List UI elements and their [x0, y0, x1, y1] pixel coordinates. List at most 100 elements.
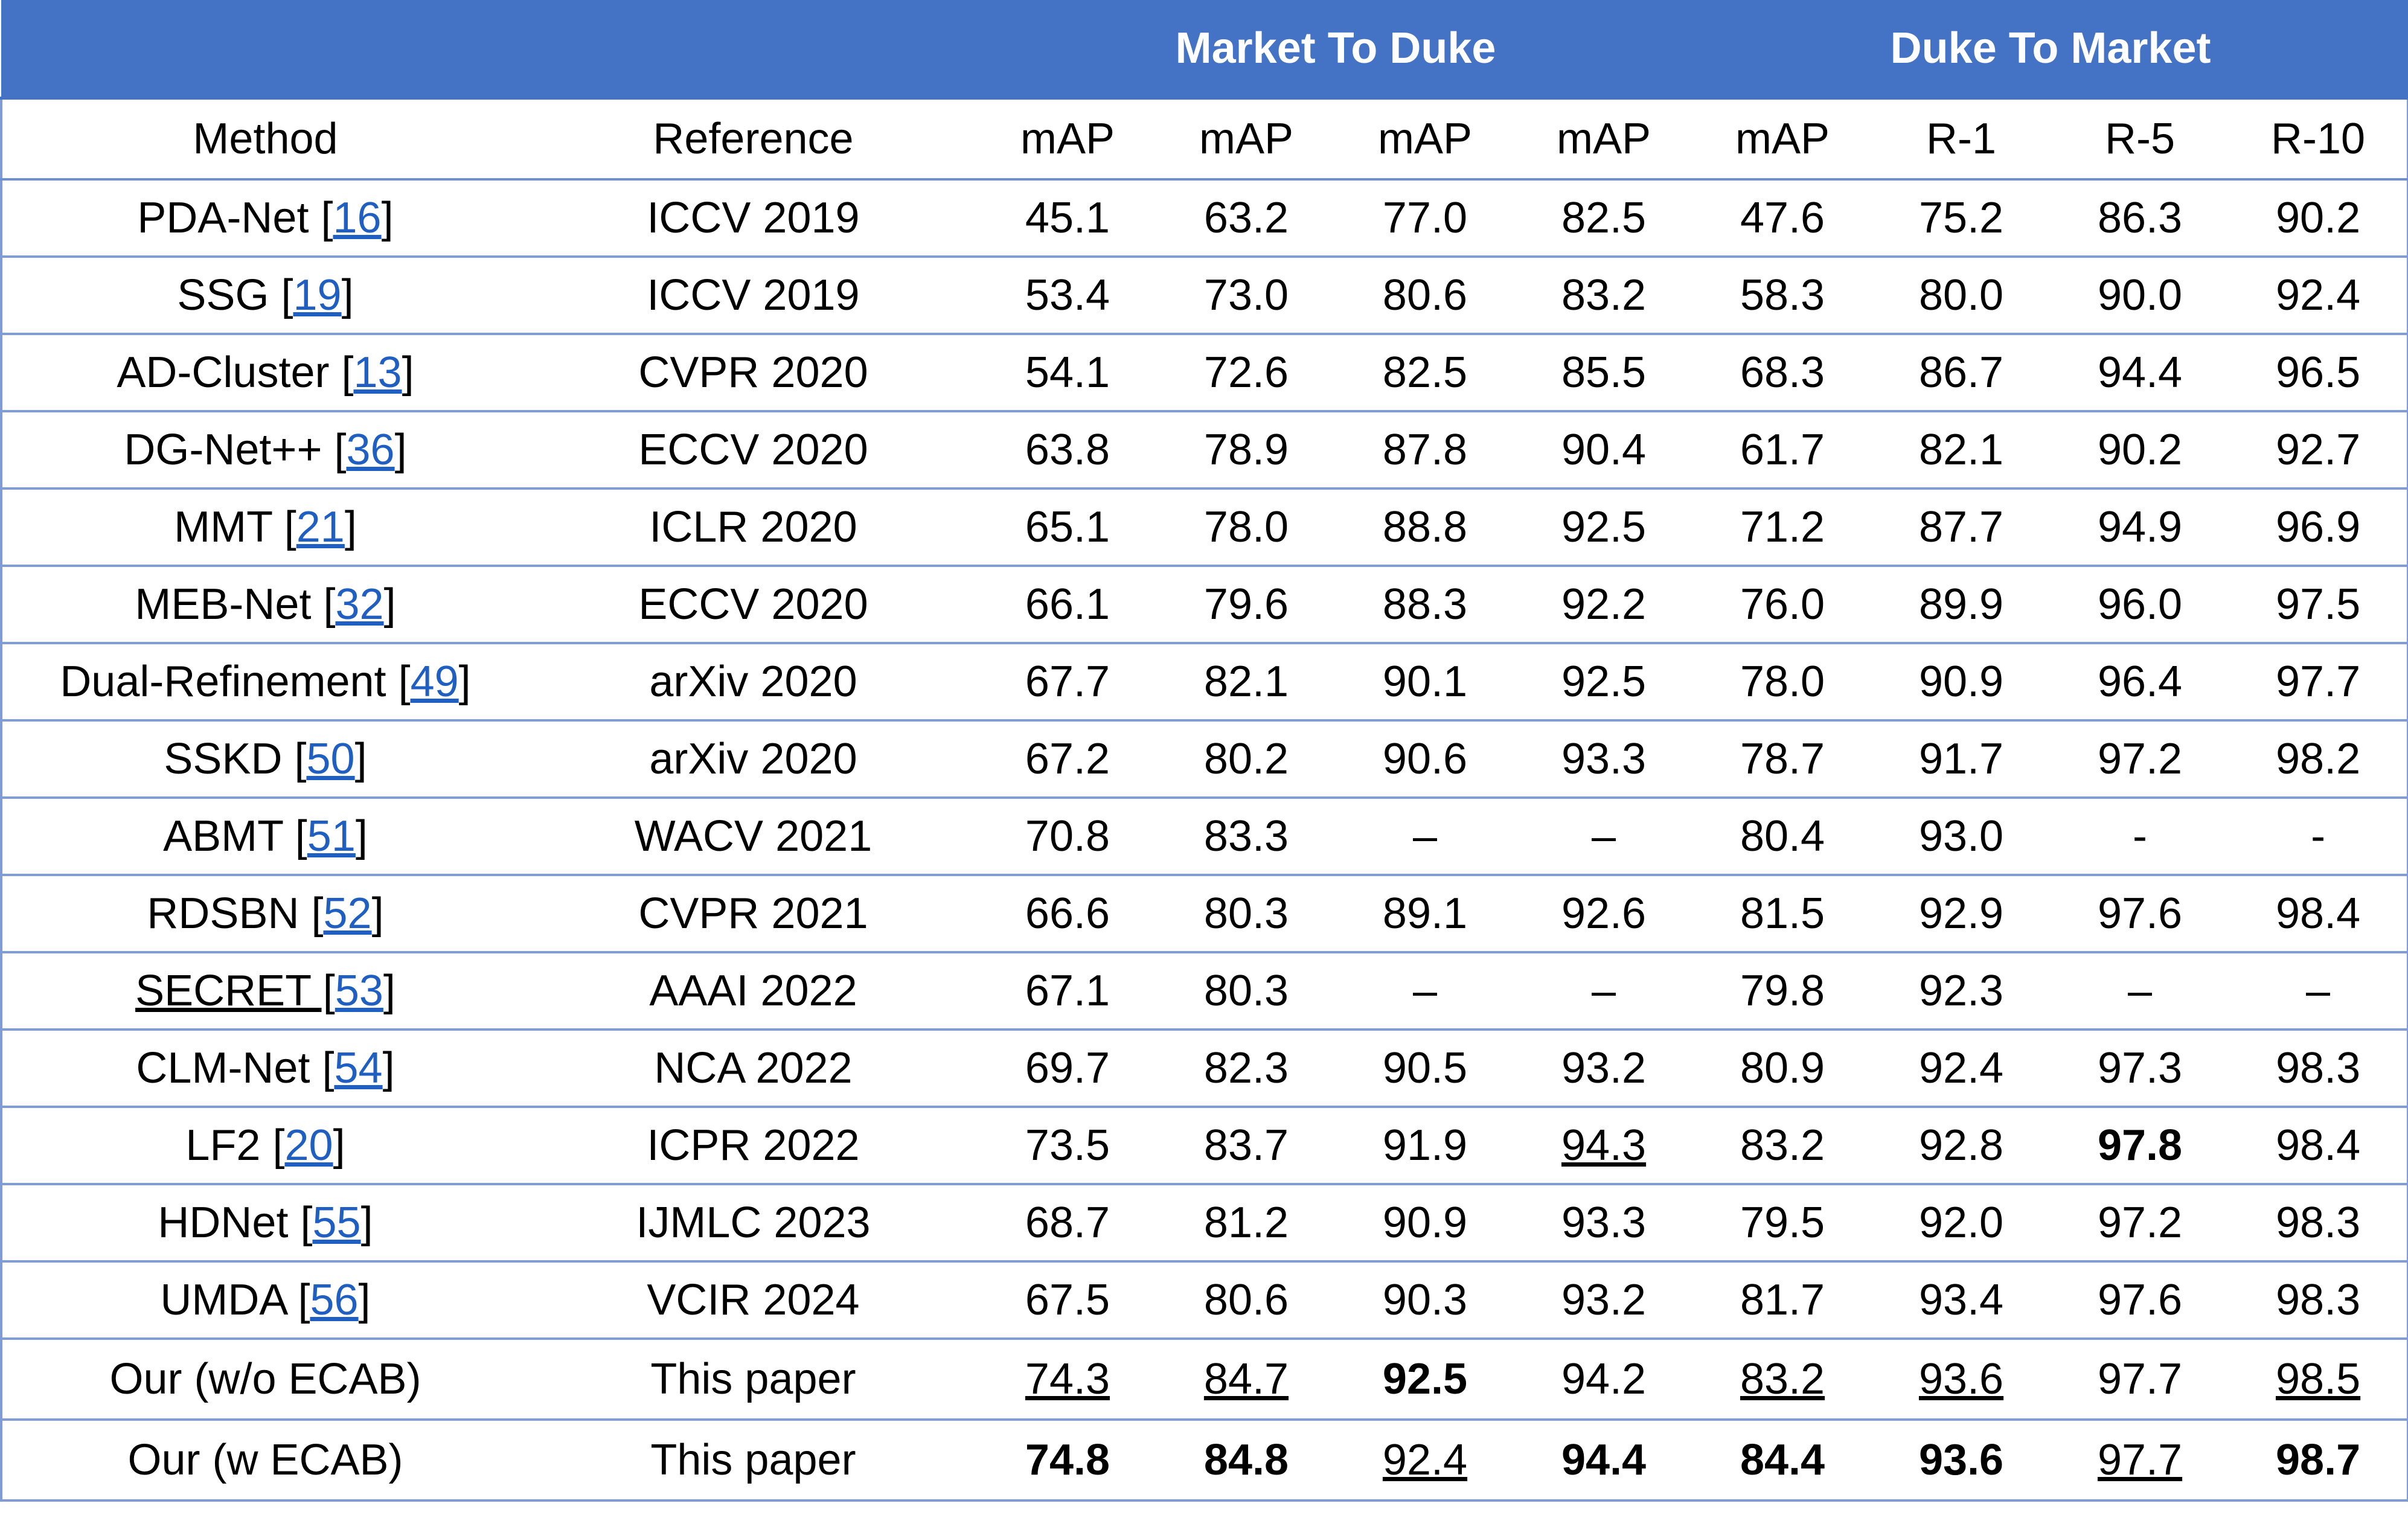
value-cell-m2d-map-1: 63.8 [978, 411, 1157, 490]
citation-link[interactable]: 32 [335, 580, 384, 629]
method-cell: DG-Net++ [36] [0, 411, 528, 490]
value-cell-m2d-map-3: – [1336, 798, 1514, 876]
value-cell-m2d-map-2: 63.2 [1157, 179, 1336, 258]
value-text: 91.7 [1918, 735, 2004, 783]
value-cell-m2d-map-4: 92.5 [1514, 488, 1694, 567]
value-cell-m2d-map-3: 92.4 [1336, 1420, 1514, 1502]
value-text: 82.1 [1203, 658, 1289, 706]
value-text: 96.5 [2276, 348, 2361, 397]
value-text: 98.7 [2276, 1436, 2361, 1484]
value-cell-d2m-r5: 97.7 [2051, 1339, 2230, 1421]
value-text: 92.0 [1918, 1199, 2004, 1247]
value-text: 94.4 [2097, 348, 2183, 397]
method-name: LF2 [ [185, 1121, 285, 1170]
value-cell-m2d-map-3: 88.3 [1336, 566, 1514, 644]
value-cell-m2d-map-1: 53.4 [978, 257, 1157, 335]
value-cell-d2m-r10: 92.4 [2229, 257, 2408, 335]
value-text: 92.8 [1918, 1121, 2004, 1170]
value-text: 66.1 [1025, 580, 1110, 629]
value-cell-m2d-map-4: – [1514, 798, 1694, 876]
value-text: 92.9 [1918, 889, 2004, 938]
value-text: 92.5 [1382, 1355, 1468, 1403]
value-cell-m2d-map-2: 80.3 [1157, 875, 1336, 953]
citation-bracket: ] [344, 503, 357, 551]
value-cell-d2m-r10: - [2229, 798, 2408, 876]
value-cell-m2d-map-4: 94.4 [1514, 1420, 1694, 1502]
value-cell-m2d-map-4: 85.5 [1514, 334, 1694, 412]
reference-cell: ICLR 2020 [528, 488, 978, 567]
method-cell: SECRET [53] [0, 952, 528, 1031]
method-name: MMT [ [174, 503, 296, 551]
value-cell-m2d-map-4: 90.4 [1514, 411, 1694, 490]
value-cell-m2d-map-2: 83.3 [1157, 798, 1336, 876]
table-row: MEB-Net [32] ECCV 2020 66.1 79.6 88.3 92.2 76.… [0, 566, 2408, 644]
citation-link[interactable]: 21 [296, 503, 345, 551]
method-cell: CLM-Net [54] [0, 1030, 528, 1108]
value-cell-m2d-map-3: 89.1 [1336, 875, 1514, 953]
citation-link[interactable]: 55 [312, 1199, 361, 1247]
value-text: 80.3 [1203, 889, 1289, 938]
value-cell-m2d-map-3: 90.9 [1336, 1184, 1514, 1263]
value-text: 78.0 [1203, 503, 1289, 551]
group-header-blank [1, 0, 978, 100]
table-row: SSKD [50] arXiv 2020 67.2 80.2 90.6 93.3 78.7 9… [0, 720, 2408, 799]
citation-link[interactable]: 56 [310, 1276, 359, 1324]
value-cell-d2m-r5: 97.2 [2051, 1184, 2230, 1263]
value-text: 66.6 [1025, 889, 1110, 938]
value-cell-d2m-r10: 98.3 [2229, 1184, 2408, 1263]
value-text: – [1412, 967, 1438, 1015]
value-cell-d2m-r1: 86.7 [1872, 334, 2051, 412]
value-text: 84.4 [1740, 1436, 1825, 1484]
value-cell-d2m-r1: 92.4 [1872, 1030, 2051, 1108]
reference-cell: IJMLC 2023 [528, 1184, 978, 1263]
value-text: 82.1 [1918, 426, 2004, 474]
table-row: LF2 [20] ICPR 2022 73.5 83.7 91.9 94.3 83.2 92.… [0, 1107, 2408, 1185]
value-text: 92.3 [1918, 967, 2004, 1015]
citation-link[interactable]: 51 [307, 812, 356, 860]
table-row: HDNet [55] IJMLC 2023 68.7 81.2 90.9 93.3 79.5… [0, 1184, 2408, 1263]
citation-link[interactable]: 54 [334, 1044, 383, 1092]
citation-bracket: ] [341, 271, 354, 319]
table-row: Our (w ECAB) This paper 74.8 84.8 92.4 94.4 84… [0, 1420, 2408, 1502]
value-text: 83.3 [1203, 812, 1289, 860]
value-cell-d2m-r5: – [2051, 952, 2230, 1031]
citation-link[interactable]: 36 [346, 426, 395, 474]
value-cell-m2d-map-3: 80.6 [1336, 257, 1514, 335]
value-text: 90.6 [1382, 735, 1468, 783]
citation-link[interactable]: 52 [323, 889, 372, 938]
value-cell-d2m-r10: 98.7 [2229, 1420, 2408, 1502]
value-cell-d2m-r1: 92.3 [1872, 952, 2051, 1031]
method-name: SSKD [ [164, 735, 307, 783]
citation-link[interactable]: 49 [410, 658, 459, 706]
value-text: 79.6 [1203, 580, 1289, 629]
reference-cell: ECCV 2020 [528, 566, 978, 644]
citation-link[interactable]: 20 [284, 1121, 333, 1170]
value-cell-d2m-r1: 93.4 [1872, 1261, 2051, 1340]
value-cell-d2m-r1: 93.6 [1872, 1420, 2051, 1502]
value-text: 93.2 [1561, 1044, 1647, 1092]
value-text: 79.8 [1740, 967, 1825, 1015]
value-text: 92.7 [2276, 426, 2361, 474]
citation-link[interactable]: 13 [353, 348, 402, 397]
citation-link[interactable]: 19 [293, 271, 342, 319]
method-cell: SSG [19] [0, 257, 528, 335]
method-cell: HDNet [55] [0, 1184, 528, 1263]
value-text: 90.0 [2097, 271, 2183, 319]
value-cell-d2m-map: 71.2 [1693, 488, 1872, 567]
value-cell-d2m-r10: 98.3 [2229, 1261, 2408, 1340]
value-text: – [2128, 967, 2153, 1015]
citation-link[interactable]: 50 [306, 735, 355, 783]
citation-bracket: ] [394, 426, 407, 474]
value-cell-d2m-r1: 92.0 [1872, 1184, 2051, 1263]
value-text: 83.7 [1203, 1121, 1289, 1170]
column-header-reference: Reference [528, 98, 978, 181]
value-cell-m2d-map-2: 81.2 [1157, 1184, 1336, 1263]
value-text: – [2306, 967, 2331, 1015]
value-text: 97.7 [2276, 658, 2361, 706]
citation-link[interactable]: 16 [333, 194, 382, 242]
citation-link[interactable]: 53 [335, 967, 383, 1015]
value-text: 76.0 [1740, 580, 1825, 629]
value-cell-d2m-r10: 98.4 [2229, 875, 2408, 953]
value-cell-m2d-map-1: 65.1 [978, 488, 1157, 567]
value-cell-d2m-r5: 97.6 [2051, 1261, 2230, 1340]
